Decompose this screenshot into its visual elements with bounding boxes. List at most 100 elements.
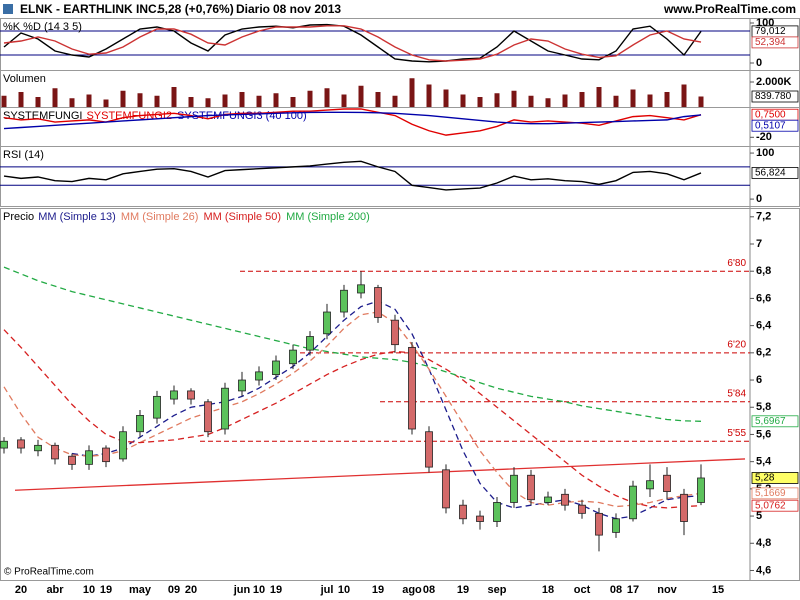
value-label: 56,824 <box>755 168 786 179</box>
series-line <box>3 108 702 136</box>
value-label: 0,7500 <box>755 109 786 120</box>
value-label-box <box>751 36 799 49</box>
candle-body <box>527 474 535 501</box>
legend-entry: MM (Simple 26) <box>121 211 199 223</box>
value-label-box <box>751 90 799 103</box>
y-tick-label: 4,6 <box>756 564 771 576</box>
volume-bar <box>528 95 534 107</box>
candle-body <box>493 502 501 522</box>
x-tick-label: abr <box>46 584 64 596</box>
volume-bar <box>494 93 500 107</box>
value-label: 5,1669 <box>755 488 786 499</box>
x-tick-label: 18 <box>542 584 554 596</box>
candle-body <box>51 444 59 460</box>
volume-bar <box>324 88 330 107</box>
volume-bar <box>69 98 75 107</box>
volume-bar <box>460 94 466 107</box>
candle-body <box>238 379 246 392</box>
x-tick-label: 08 <box>610 584 622 596</box>
level-label: 5'84 <box>727 388 746 399</box>
y-tick-label: 5,8 <box>756 401 771 413</box>
y-tick-label: 7 <box>756 238 762 250</box>
footer: © ProRealTime.com <box>4 567 94 578</box>
volume-bar <box>256 95 262 107</box>
y-tick-label: 2.000K <box>756 76 792 88</box>
volume-bar <box>426 84 432 107</box>
candle-body <box>272 360 280 375</box>
volume-bar <box>579 92 585 107</box>
logo-icon <box>3 4 13 14</box>
symbol: ELNK - EARTHLINK INC. <box>20 2 160 16</box>
volume-bar <box>307 90 313 107</box>
y-tick-label: 6 <box>756 374 762 386</box>
y-tick-label: 5 <box>756 510 762 522</box>
volume-bar <box>443 89 449 107</box>
x-tick-label: may <box>129 584 152 596</box>
x-tick-label: 08 <box>423 584 435 596</box>
value-label-box <box>751 472 799 484</box>
y-tick-label: 6,6 <box>756 292 771 304</box>
value-label-box <box>751 487 799 500</box>
y-tick-label: 5,4 <box>756 456 772 468</box>
level-label: 6'20 <box>727 339 746 350</box>
panel-title: RSI (14) <box>3 149 44 161</box>
candle-body <box>629 485 637 520</box>
panel-title: Volumen <box>3 73 46 85</box>
value-label: 79,012 <box>755 26 786 37</box>
volume-bar <box>681 84 687 107</box>
candle-body <box>578 504 586 514</box>
candle-body <box>204 401 212 433</box>
candle-body <box>306 336 314 351</box>
candle-body <box>595 512 603 536</box>
candle-body <box>391 319 399 346</box>
candle-body <box>68 455 76 465</box>
volume-bar <box>341 94 347 107</box>
value-label: 5,6967 <box>755 416 786 427</box>
volume-bar <box>120 90 126 107</box>
candle-body <box>187 390 195 400</box>
series-line <box>3 266 702 422</box>
panel-title: Precio <box>3 211 34 223</box>
candle-body <box>646 480 654 490</box>
y-tick-label: 5,6 <box>756 428 771 440</box>
y-tick-label: 6,8 <box>756 265 771 277</box>
value-label-box <box>751 167 799 179</box>
candle-body <box>612 518 620 533</box>
candle-body <box>425 431 433 468</box>
volume-bar <box>596 87 602 107</box>
candle-body <box>459 504 467 520</box>
candle-body <box>289 349 297 365</box>
candle-body <box>408 346 416 430</box>
y-tick-label: 100 <box>756 147 774 159</box>
trend-line <box>14 458 746 491</box>
x-tick-label: 10 <box>338 584 350 596</box>
value-label-box <box>751 415 799 428</box>
candle-body <box>510 474 518 503</box>
volume-bar <box>545 98 551 107</box>
panel-title: %K %D (14 3 5) <box>3 21 82 33</box>
y-tick-label: 6,2 <box>756 347 771 359</box>
candle-body <box>17 439 25 449</box>
series-line <box>3 23 702 63</box>
series-line <box>71 300 702 520</box>
candle-body <box>119 431 127 460</box>
series-line <box>3 160 702 191</box>
candle-body <box>255 371 263 381</box>
y-tick-label: 6,4 <box>756 320 772 332</box>
volume-bar <box>103 99 109 107</box>
period: Diario <box>236 2 270 16</box>
candle-body <box>34 444 42 452</box>
series-line <box>3 111 702 130</box>
volume-bar <box>664 92 670 107</box>
volume-bar <box>239 92 245 107</box>
volume-bar <box>35 97 41 107</box>
date: 08 nov 2013 <box>273 2 341 16</box>
volume-bar <box>137 93 143 107</box>
x-tick-label: oct <box>574 584 591 596</box>
legend-entry: MM (Simple 50) <box>203 211 281 223</box>
x-tick-label: 19 <box>270 584 282 596</box>
volume-bar <box>171 87 177 107</box>
x-tick-label: jun <box>233 584 251 596</box>
x-tick-label: nov <box>657 584 677 596</box>
